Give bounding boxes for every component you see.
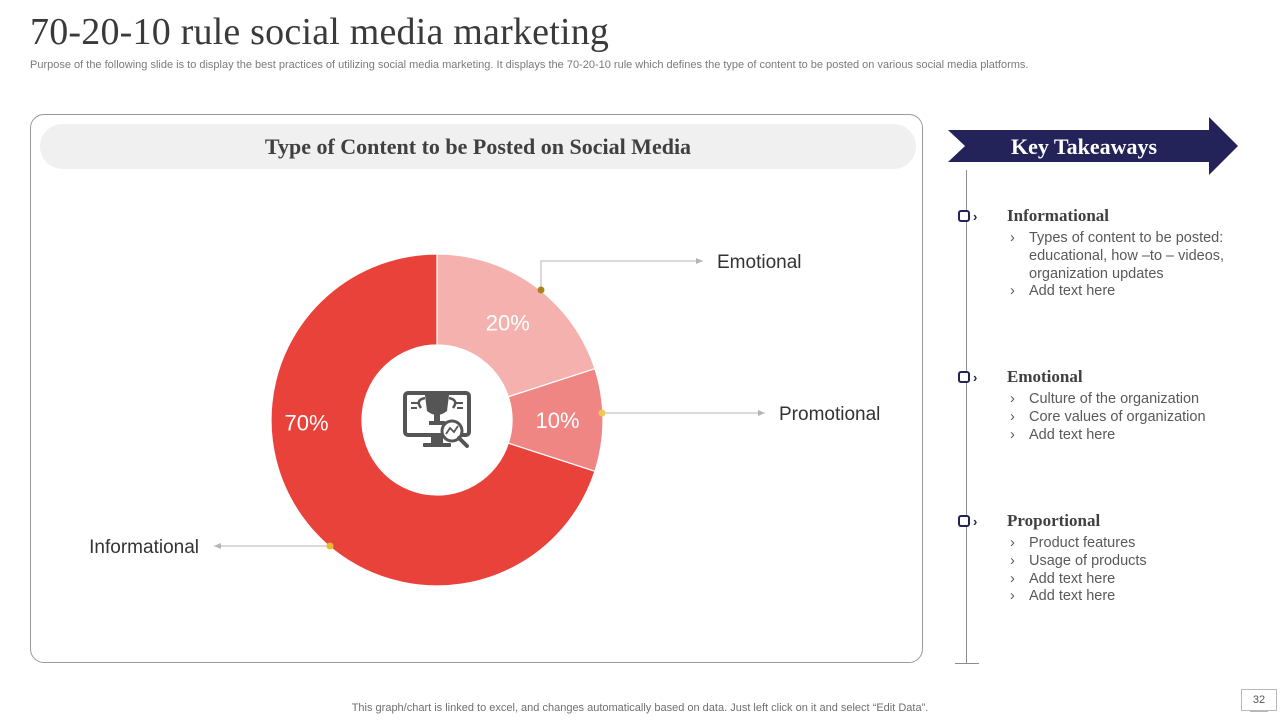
page-number: 32 xyxy=(1241,689,1277,711)
page-number-stand xyxy=(1250,711,1268,717)
donut-chart: 20% Emotional 10% Promotional 70% Information… xyxy=(89,252,880,587)
square-marker-icon xyxy=(958,210,970,222)
bullet-item: Add text here xyxy=(1010,571,1258,589)
bullet-item: Add text here xyxy=(1010,588,1258,606)
chart-panel: Type of Content to be Posted on Social M… xyxy=(30,114,923,663)
leader-dot xyxy=(598,409,606,417)
chevron-right-icon: › xyxy=(973,208,978,224)
slide-subtitle: Purpose of the following slide is to dis… xyxy=(30,59,1029,71)
bullet-list: Types of content to be posted: education… xyxy=(1010,230,1258,301)
bullet-list: Product features Usage of products Add t… xyxy=(1010,535,1258,606)
bullet-item: Core values of organization xyxy=(1010,409,1258,427)
section-title: Informational xyxy=(1007,206,1109,225)
chevron-right-icon: › xyxy=(973,369,978,385)
bullet-item: Add text here xyxy=(1010,427,1258,445)
key-takeaways-banner xyxy=(948,117,1238,175)
chevron-right-icon: › xyxy=(973,513,978,529)
bullet-item: Product features xyxy=(1010,535,1258,553)
bullet-item: Usage of products xyxy=(1010,553,1258,571)
footer-note: This graph/chart is linked to excel, and… xyxy=(351,702,929,714)
takeaway-section-informational: › Informational Types of content to be p… xyxy=(958,206,1258,301)
trophy-monitor-analytics-icon xyxy=(403,391,471,448)
takeaway-section-emotional: › Emotional Culture of the organization … xyxy=(958,367,1258,444)
category-label-informational: Informational xyxy=(89,537,199,558)
section-title: Emotional xyxy=(1007,367,1083,386)
category-label-promotional: Promotional xyxy=(779,404,880,425)
bullet-item: Types of content to be posted: education… xyxy=(1010,230,1258,283)
slice-informational xyxy=(270,253,596,587)
square-marker-icon xyxy=(958,515,970,527)
square-marker-icon xyxy=(958,371,970,383)
leader-dot xyxy=(537,286,545,294)
slide-title: 70-20-10 rule social media marketing xyxy=(30,11,610,53)
category-label-emotional: Emotional xyxy=(717,252,802,273)
chart-title: Type of Content to be Posted on Social M… xyxy=(40,124,916,169)
slice-value-label: 10% xyxy=(535,408,579,433)
slice-value-label: 70% xyxy=(284,410,328,435)
leader-line xyxy=(540,258,703,290)
timeline-line xyxy=(966,170,967,663)
slice-value-label: 20% xyxy=(486,311,530,336)
takeaway-section-proportional: › Proportional Product features Usage of… xyxy=(958,511,1258,606)
bullet-item: Add text here xyxy=(1010,283,1258,301)
timeline-base xyxy=(955,663,979,664)
leader-dot xyxy=(326,542,334,550)
bullet-list: Culture of the organization Core values … xyxy=(1010,391,1258,444)
section-title: Proportional xyxy=(1007,511,1101,530)
bullet-item: Culture of the organization xyxy=(1010,391,1258,409)
slice-emotional xyxy=(436,253,596,398)
key-takeaways-title: Key Takeaways xyxy=(1010,134,1158,159)
